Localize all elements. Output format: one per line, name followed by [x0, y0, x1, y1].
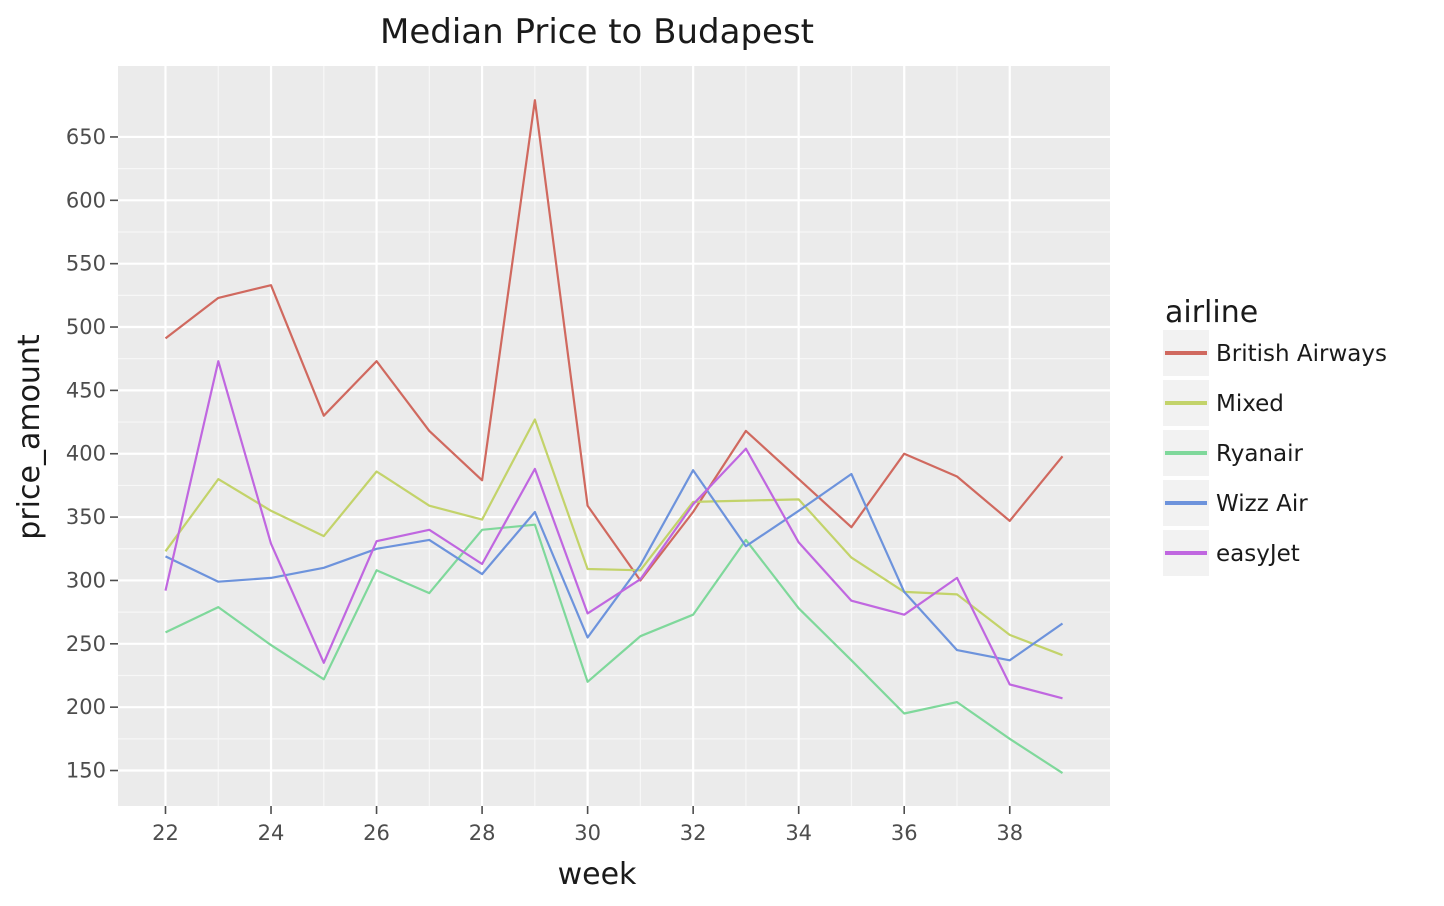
chart-title: Median Price to Budapest [380, 12, 814, 52]
legend-item-mixed: Mixed [1163, 380, 1284, 426]
series-line-easyjet [164, 360, 1063, 700]
x-tick-label: 26 [363, 821, 390, 845]
x-axis: 22 24 26 28 30 32 34 36 38 [152, 806, 1023, 845]
series-line-ryanair [165, 523, 1064, 775]
series-line-wizz-air [165, 469, 1064, 662]
y-axis-title: price_amount [12, 334, 47, 540]
y-tick-label: 400 [66, 442, 106, 466]
x-tick-label: 28 [469, 821, 496, 845]
y-tick-label: 200 [66, 695, 106, 719]
y-tick-label: 550 [66, 252, 106, 276]
y-tick-label: 150 [66, 759, 106, 783]
legend-label: Wizz Air [1216, 491, 1308, 517]
x-tick-label: 38 [996, 821, 1023, 845]
y-tick-label: 350 [66, 505, 106, 529]
y-tick-label: 500 [66, 315, 106, 339]
legend-item-wizz-air: Wizz Air [1163, 480, 1308, 526]
x-axis-title: week [558, 857, 637, 892]
y-tick-label: 650 [66, 125, 106, 149]
x-tick-label: 32 [680, 821, 707, 845]
legend-item-easyjet: easyJet [1163, 530, 1300, 576]
legend-label: British Airways [1216, 341, 1387, 367]
series-lines [164, 99, 1064, 775]
series-line-british-airways [164, 99, 1064, 582]
legend-item-british-airways: British Airways [1163, 330, 1387, 376]
plot-panel [118, 66, 1110, 806]
y-tick-label: 250 [66, 632, 106, 656]
x-tick-label: 36 [891, 821, 918, 845]
legend-item-ryanair: Ryanair [1163, 430, 1303, 476]
series-line-mixed [164, 418, 1063, 657]
x-tick-label: 30 [574, 821, 601, 845]
legend-label: Mixed [1216, 391, 1284, 417]
y-tick-label: 450 [66, 378, 106, 402]
legend-title: airline [1165, 295, 1258, 330]
legend-label: Ryanair [1216, 441, 1303, 467]
legend: airline British Airways Mixed Ryanair Wizz … [1163, 295, 1387, 576]
y-axis: 150 200 250 300 350 400 450 500 550 600 650 [66, 125, 118, 783]
x-tick-label: 22 [152, 821, 179, 845]
x-tick-label: 34 [785, 821, 812, 845]
y-tick-label: 300 [66, 568, 106, 592]
x-tick-label: 24 [258, 821, 285, 845]
y-tick-label: 600 [66, 188, 106, 212]
grid-minor [118, 66, 1110, 806]
legend-label: easyJet [1216, 541, 1300, 567]
